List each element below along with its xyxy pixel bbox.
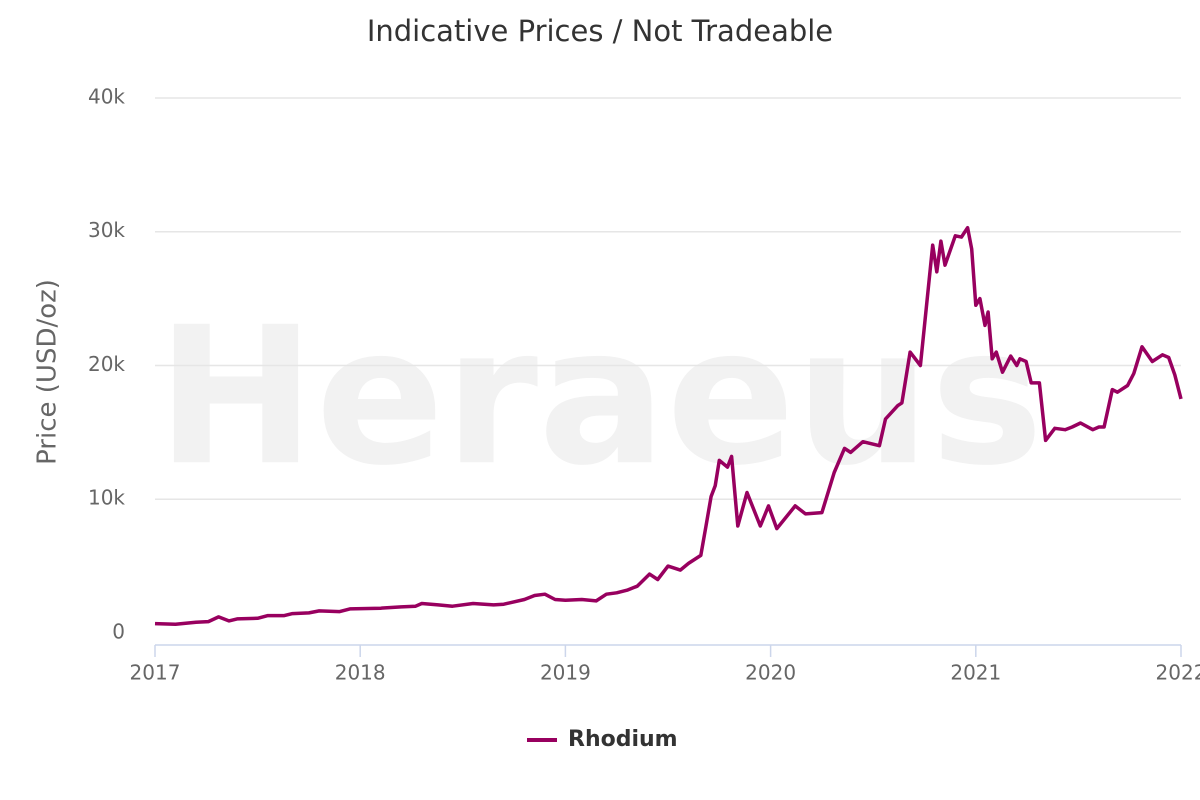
watermark: Heraeus [156,286,1043,507]
y-tick-label: 30k [88,218,125,242]
x-tick-label: 2021 [950,661,1001,685]
legend-label: Rhodium [568,727,678,752]
chart-title: Indicative Prices / Not Tradeable [367,14,833,48]
x-tick-label: 2019 [540,661,591,685]
line-series [154,225,1183,627]
y-tick-label: 20k [88,352,125,376]
y-tick-label: 10k [88,486,125,510]
x-tick-label: 2022 [1156,661,1200,685]
y-tick-label: 0 [112,619,125,643]
x-tick-label: 2020 [745,661,796,685]
x-tick-label: 2017 [130,661,181,685]
y-tick-label: 40k [88,85,125,109]
y-axis-title: Price (USD/oz) [33,279,63,465]
x-tick-label: 2018 [335,661,386,685]
